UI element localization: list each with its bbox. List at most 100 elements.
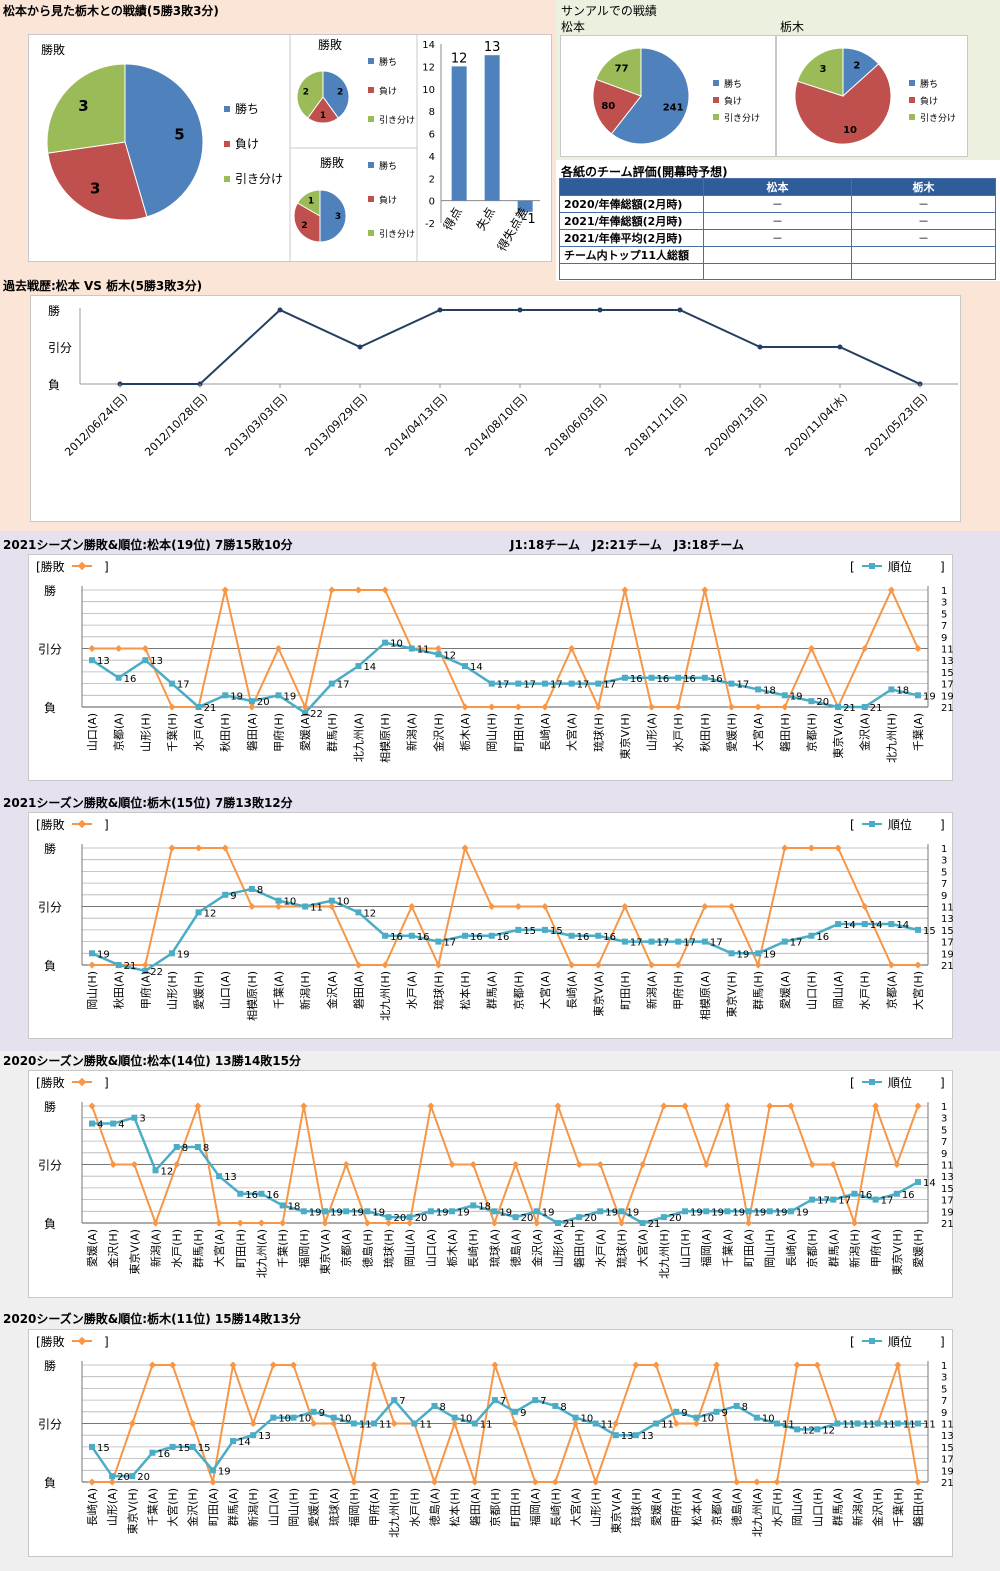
season-3-result-point [169,1361,177,1369]
season-1-result-point [141,961,149,969]
season-0-rank-tick: 17 [941,680,954,691]
season-1-rank-point [595,932,602,939]
season-2-xtick: 金沢(A) [530,1229,544,1267]
season-0-xtick: 金沢(A) [858,713,872,751]
h2h-pie-main-label-2: 3 [78,97,88,115]
season-panel-0 [28,554,953,781]
season-1-rank-label: 15 [923,926,936,937]
season-panel-1 [28,812,953,1039]
season-2-result-point [681,1102,689,1110]
season-2-xtick: 長崎(A) [784,1229,798,1267]
season-2-rank-point [639,1220,646,1226]
season-3-rank-label: 8 [560,1402,566,1413]
season-0-result-point [488,703,496,711]
season-1-result-point [781,844,789,852]
season-3-rank-label: 9 [681,1408,687,1419]
season-2-result-point [914,1102,922,1110]
season-title-1: 2021シーズン勝敗&順位:栃木(15位) 7勝13敗12分 [3,796,293,810]
season-1-xtick: 大宮(A) [538,971,552,1009]
season-1-rank-label: 21 [124,961,137,972]
season-2-rank-label: 19 [732,1207,745,1218]
season-3-result-point [894,1361,902,1369]
season-3-rank-label: 10 [298,1414,311,1425]
season-0-xtick: 京都(H) [804,713,818,752]
season-3-result-point [652,1361,660,1369]
season-0-rank-label: 17 [177,680,190,691]
season-3-result-point [813,1361,821,1369]
season-2-rank-point [470,1202,477,1209]
season-3-rank-point [753,1414,760,1421]
season-2-xtick: 京都(H) [805,1229,819,1268]
season-1-rank-label: 22 [150,967,163,978]
season-2-rank-label: 19 [457,1207,470,1218]
season-3-rank-point [169,1443,176,1450]
season-0-rank-tick: 9 [941,633,947,644]
season-0-result-point [594,703,602,711]
season-1-rank-label: 14 [896,920,909,931]
sample-tochigi-pie-slice-1 [794,63,892,145]
season-2-rank-label: 8 [182,1143,188,1154]
season-2-xtick: 琉球(H) [614,1229,628,1268]
season-1-xtick: 大宮(H) [911,971,925,1010]
season-1-result-point [248,902,256,911]
season-2-legend-rank-open: [ [850,1076,855,1090]
season-3-rank-point [431,1402,438,1409]
season-3-rank-point [552,1402,559,1409]
h2h-pie-away-title: 勝敗 [320,155,344,170]
season-3-ylabel-win: 勝 [44,1358,56,1373]
season-1-xtick: 町田(H) [619,971,632,1010]
season-0-ylabel-win: 勝 [44,583,56,598]
season-3-rank-label: 11 [863,1420,876,1431]
season-2-rank-point [766,1208,773,1215]
season-1-rank-point [168,950,175,957]
season-0-result-point [887,586,895,594]
season-2-xtick: 群馬(H) [191,1229,205,1268]
h2h-bar-ytick: 14 [422,40,435,51]
season-3-result-point [632,1361,640,1369]
season-2-rank-point [279,1202,286,1209]
season-2-rank-point [809,1196,816,1203]
season-3-xtick: 山口(H) [811,1488,824,1527]
sample-tochigi-legend-label-2: 引き分け [920,113,956,124]
season-1-ylabel-loss: 負 [44,959,56,973]
season-0-legend-rank-open: [ [850,560,855,574]
h2h-bar-label-1: 13 [484,40,501,55]
season-3-rank-label: 15 [97,1443,110,1454]
h2h-main-legend-label-1: 負け [235,137,259,151]
season-3-result-point [88,1478,96,1486]
season-2-rank-label: 17 [881,1196,894,1207]
season-2-result-point [702,1160,710,1169]
h2h-pie-away-label-1: 2 [301,221,307,231]
season-3-legend-result-marker [77,1336,87,1346]
season-1-rank-label: 19 [763,949,776,960]
season-1-result-point [274,902,283,911]
season-1-xtick: 東京V(H) [724,971,738,1017]
season-2-rank-point [830,1196,837,1203]
season-title-3: 2020シーズン勝敗&順位:栃木(11位) 15勝14敗13分 [3,1312,302,1326]
season-1-rank-point [382,932,389,939]
season-1-result-point [754,961,762,969]
season-3-rank-label: 13 [258,1431,271,1442]
season-2-result-point [257,1219,265,1227]
season-2-result-point [448,1160,456,1169]
season-1-result-point [328,902,336,911]
season-2-xtick: 千葉(H) [276,1229,290,1268]
season-1-rank-label: 16 [417,932,430,943]
sample-tochigi-legend-label-1: 負け [920,95,938,107]
season-1-rank-label: 12 [204,908,217,919]
season-2-result-point [554,1102,562,1110]
season-1-result-point [834,844,842,852]
h2h-pie-home-label-0: 2 [337,88,343,98]
season-3-rank-tick: 7 [941,1396,947,1407]
season-2-result-point [808,1160,816,1169]
season-2-rank-label: 16 [859,1190,872,1201]
season-2-xtick: 町田(A) [743,1229,756,1267]
season-3-rank-point [794,1426,801,1433]
season-0-rank-point [541,680,548,687]
season-3-result-point [713,1361,721,1369]
season-2-rank-label: 17 [838,1196,851,1207]
season-3-xtick: 磐田(A) [468,1488,482,1526]
season-2-rank-point [216,1173,223,1180]
